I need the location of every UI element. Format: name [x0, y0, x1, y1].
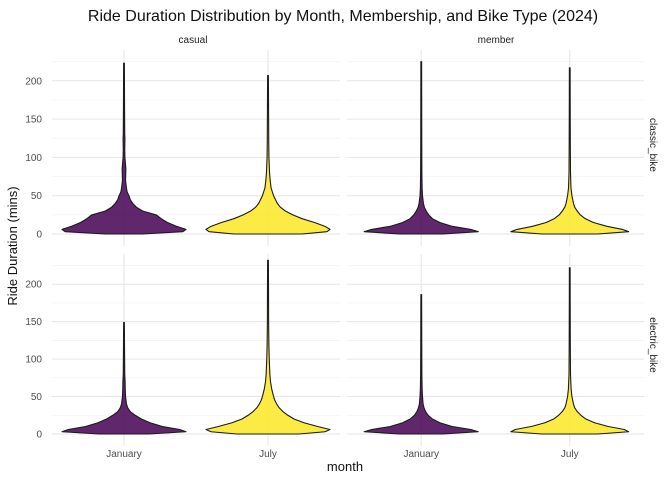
- facet-panels: 0 50 100 150 200 0 50 100 150 200: [25, 50, 644, 446]
- strip-label-classic-bike: classic_bike: [647, 118, 658, 172]
- y-tick-label: 50: [31, 191, 43, 202]
- facet-panel-casual-classic_bike: 0 50 100 150 200: [25, 50, 340, 246]
- violin-member-classic_bike-july: [510, 67, 630, 235]
- y-tick-label: 0: [36, 430, 42, 441]
- facet-panel-member-classic_bike: [347, 50, 644, 246]
- violin-casual-electric_bike-january: [61, 321, 187, 435]
- violin-casual-classic_bike-january: [61, 62, 187, 235]
- x-tick-label: July: [561, 449, 579, 460]
- facet-panel-member-electric_bike: [347, 254, 644, 446]
- x-tick-label: January: [106, 449, 142, 460]
- y-tick-label: 100: [25, 153, 42, 164]
- violin-casual-classic_bike-july: [205, 74, 331, 235]
- x-axis-title: month: [327, 459, 363, 474]
- x-tick-label: January: [403, 449, 439, 460]
- x-tick-label: July: [259, 449, 277, 460]
- y-tick-label: 0: [36, 230, 42, 241]
- facet-panel-casual-electric_bike: 0 50 100 150 200: [25, 254, 340, 446]
- violin-member-electric_bike-january: [363, 294, 479, 435]
- violin-member-classic_bike-january: [363, 61, 479, 235]
- violin-member-electric_bike-july: [510, 267, 630, 435]
- x-axis: January July January July: [106, 449, 578, 460]
- y-tick-label: 150: [25, 317, 42, 328]
- strip-label-member: member: [478, 35, 515, 46]
- y-axis-title: Ride Duration (mins): [5, 186, 20, 305]
- y-tick-label: 100: [25, 355, 42, 366]
- y-tick-label: 200: [25, 280, 42, 291]
- chart-title: Ride Duration Distribution by Month, Mem…: [88, 8, 598, 25]
- y-tick-label: 50: [31, 392, 43, 403]
- strip-label-electric-bike: electric_bike: [647, 317, 658, 373]
- violin-casual-electric_bike-july: [205, 259, 331, 435]
- y-tick-label: 150: [25, 115, 42, 126]
- y-tick-label: 200: [25, 76, 42, 87]
- strip-label-casual: casual: [179, 35, 208, 46]
